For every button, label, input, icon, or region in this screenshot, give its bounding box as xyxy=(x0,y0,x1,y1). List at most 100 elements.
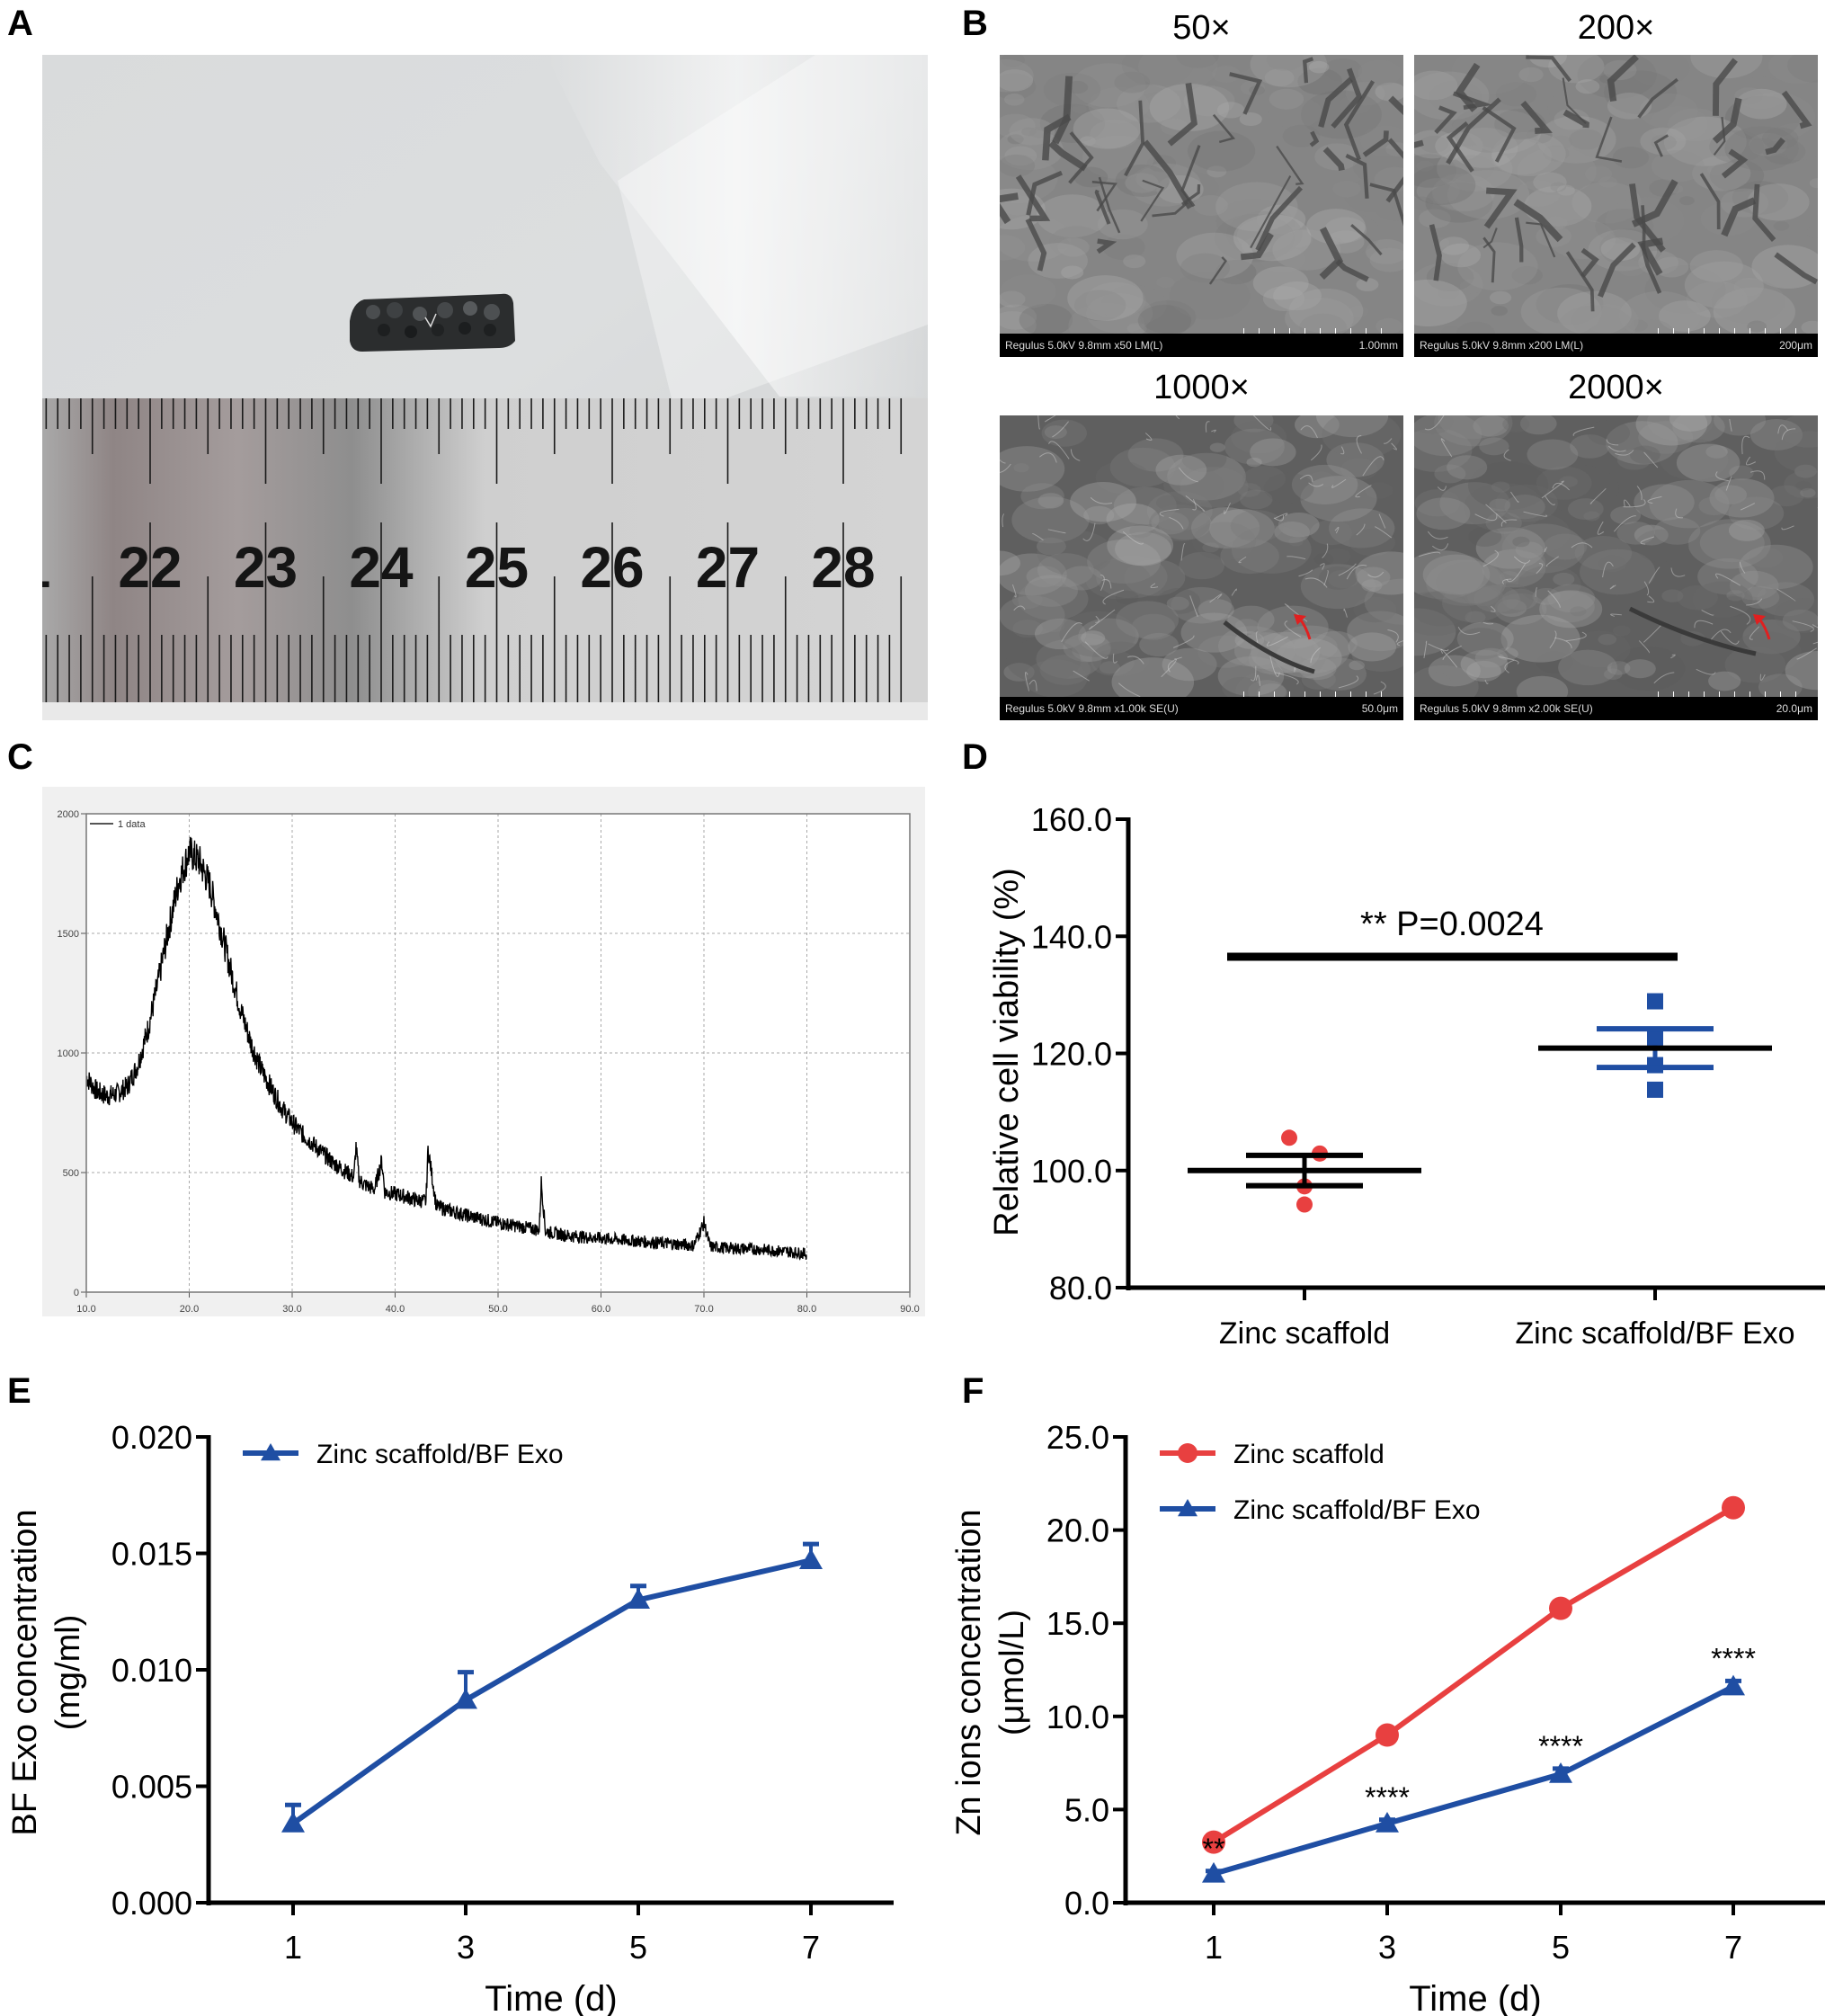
steel-ruler: 1222324252627282 xyxy=(42,398,928,720)
p-value-annotation: ** P=0.0024 xyxy=(1360,905,1544,943)
sem-magnification-title: 200× xyxy=(1577,9,1655,47)
xrd-series-line xyxy=(85,836,807,1261)
glare-highlight xyxy=(546,55,928,397)
data-point xyxy=(1722,1674,1745,1696)
ruler-number: 28 xyxy=(811,535,875,600)
sem-scale-bar-label: 200μm xyxy=(1779,339,1812,352)
x-axis-label: Time (d) xyxy=(1409,1979,1541,2016)
d-data-point xyxy=(1296,1196,1313,1213)
d-category-label: Zinc scaffold xyxy=(1219,1316,1390,1351)
bf-exo-release-chart: BF Exo concentration (mg/ml) 0.000 0.005 0… xyxy=(6,1419,894,2016)
legend-label: Zinc scaffold/BF Exo xyxy=(316,1440,564,1469)
legend-label: Zinc scaffold/BF Exo xyxy=(1233,1495,1481,1525)
sem-caption-left: Regulus 5.0kV 9.8mm x200 LM(L) xyxy=(1420,339,1584,352)
d-data-point xyxy=(1647,1081,1663,1098)
series-line xyxy=(291,1557,812,1826)
xrd-x-tick-label: 30.0 xyxy=(282,1304,301,1315)
sem-magnification-title: 50× xyxy=(1172,9,1231,47)
x-tick-label: 5 xyxy=(1552,1929,1570,1966)
data-point xyxy=(1376,1811,1399,1833)
zinc-scaffold-object xyxy=(350,293,515,352)
d-y-tick-label: 80.0 xyxy=(1049,1270,1112,1307)
ruler-number: 27 xyxy=(696,535,760,600)
panel-label-f: F xyxy=(962,1371,984,1411)
xrd-y-tick-label: 2000 xyxy=(58,809,79,820)
data-point xyxy=(1549,1762,1572,1783)
xrd-x-tick-label: 40.0 xyxy=(386,1304,405,1315)
data-point xyxy=(1202,1830,1225,1854)
sem-scale-bar-label: 20.0μm xyxy=(1776,702,1812,715)
y-tick-label: 0.0 xyxy=(1064,1885,1109,1922)
data-point xyxy=(799,1548,823,1570)
data-point xyxy=(281,1811,305,1833)
xrd-chart: 10.0 20.0 30.0 40.0 50.0 60.0 70.0 80.0 90.0 0 500… xyxy=(42,787,925,1316)
xrd-x-tick-label: 70.0 xyxy=(694,1304,713,1315)
f-y-axis-label: Zn ions concentration xyxy=(950,1509,988,1835)
y-tick-label: 0.010 xyxy=(111,1652,192,1689)
sem-image: Regulus 5.0kV 9.8mm x50 LM(L) 1.00mm xyxy=(1000,55,1403,357)
d-y-tick-label: 140.0 xyxy=(1031,918,1112,955)
data-point xyxy=(1549,1596,1572,1620)
panel-label-d: D xyxy=(962,737,988,777)
data-point xyxy=(261,1443,280,1461)
x-tick-label: 5 xyxy=(629,1929,647,1966)
series-line xyxy=(1213,1683,1735,1877)
y-tick-label: 0.000 xyxy=(111,1885,192,1922)
cell-viability-chart: Relative cell viability (%) 80.0 100.0 120… xyxy=(988,801,1825,1351)
x-tick-label: 3 xyxy=(457,1929,475,1966)
sem-texture xyxy=(1000,55,1403,357)
sem-magnification-title: 1000× xyxy=(1153,369,1250,406)
d-y-tick-label: 100.0 xyxy=(1031,1153,1112,1190)
data-point xyxy=(1178,1499,1198,1517)
sem-magnification-title: 2000× xyxy=(1568,369,1664,406)
sem-info-bar: Regulus 5.0kV 9.8mm x50 LM(L) 1.00mm xyxy=(1000,328,1403,357)
significance-marker: ** xyxy=(1203,1833,1225,1865)
sem-scale-bar-label: 50.0μm xyxy=(1361,702,1398,715)
sem-image: Regulus 5.0kV 9.8mm x1.00k SE(U) 50.0μm xyxy=(1000,415,1403,720)
y-tick-label: 0.005 xyxy=(111,1769,192,1806)
data-point xyxy=(627,1588,650,1610)
y-tick-label: 10.0 xyxy=(1046,1699,1109,1735)
xrd-x-tick-label: 50.0 xyxy=(488,1304,507,1315)
sem-image: Regulus 5.0kV 9.8mm x2.00k SE(U) 20.0μm xyxy=(1414,415,1818,720)
y-tick-label: 15.0 xyxy=(1046,1605,1109,1642)
y-tick-label: 20.0 xyxy=(1046,1512,1109,1549)
xrd-x-tick-label: 20.0 xyxy=(180,1304,199,1315)
y-tick-label: 25.0 xyxy=(1046,1419,1109,1456)
data-point xyxy=(1376,1723,1399,1747)
legend-label: Zinc scaffold xyxy=(1233,1440,1384,1469)
d-data-point xyxy=(1281,1129,1297,1146)
d-y-axis-label: Relative cell viability (%) xyxy=(988,868,1026,1236)
sem-info-bar: Regulus 5.0kV 9.8mm x1.00k SE(U) 50.0μm xyxy=(1000,691,1403,720)
xrd-legend-label: 1 data xyxy=(118,819,146,830)
zn-ion-release-chart: Zn ions concentration (μmol/L) 0.0 5.0 10.… xyxy=(950,1419,1825,2016)
xrd-y-tick-label: 0 xyxy=(74,1288,79,1298)
d-y-tick-label: 120.0 xyxy=(1031,1036,1112,1073)
ruler-number: 23 xyxy=(234,535,298,600)
sem-image: Regulus 5.0kV 9.8mm x200 LM(L) 200μm xyxy=(1414,55,1818,357)
x-tick-label: 7 xyxy=(802,1929,820,1966)
ruler-number: 25 xyxy=(465,535,529,600)
sem-texture xyxy=(1000,415,1403,720)
significance-marker: **** xyxy=(1365,1781,1410,1814)
ruler-number: 26 xyxy=(580,535,644,600)
x-tick-label: 7 xyxy=(1724,1929,1742,1966)
panel-label-c: C xyxy=(7,737,33,777)
xrd-x-tick-label: 10.0 xyxy=(76,1304,95,1315)
xrd-legend: 1 data xyxy=(90,819,146,830)
series-line xyxy=(1212,1505,1735,1845)
panel-label-e: E xyxy=(7,1371,31,1411)
significance-marker: **** xyxy=(1538,1730,1583,1762)
xrd-x-tick-label: 90.0 xyxy=(900,1304,919,1315)
sem-caption-left: Regulus 5.0kV 9.8mm x50 LM(L) xyxy=(1005,339,1163,352)
ruler-number: 22 xyxy=(118,535,182,600)
data-point xyxy=(1722,1495,1745,1520)
panel-label-b: B xyxy=(962,4,988,43)
data-point xyxy=(454,1688,477,1709)
y-tick-label: 0.020 xyxy=(111,1419,192,1456)
xrd-y-tick-label: 1500 xyxy=(58,929,79,940)
sem-info-bar: Regulus 5.0kV 9.8mm x2.00k SE(U) 20.0μm xyxy=(1414,691,1818,720)
xrd-y-tick-label: 1000 xyxy=(58,1048,79,1059)
data-point xyxy=(1202,1861,1225,1883)
e-y-axis-label: BF Exo concentration xyxy=(6,1509,44,1835)
